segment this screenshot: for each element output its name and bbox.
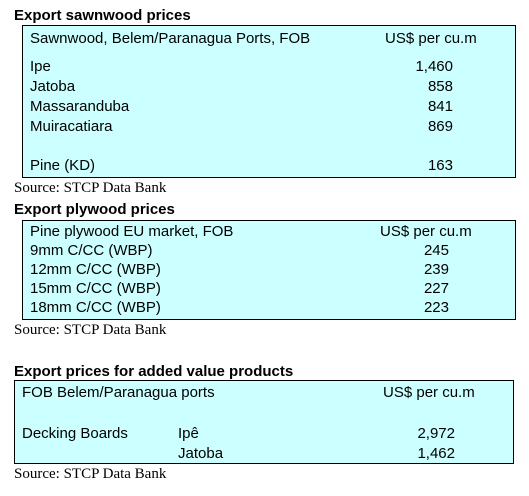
sawnwood-row-name: Jatoba xyxy=(30,78,76,95)
added-value-species: Jatoba xyxy=(178,445,224,462)
sawnwood-header-unit: US$ per cu.m xyxy=(385,30,477,47)
added-value-species: Ipê xyxy=(178,425,199,442)
plywood-title: Export plywood prices xyxy=(14,201,175,218)
plywood-row-name: 15mm C/CC (WBP) xyxy=(30,280,161,297)
added-value-value: 1,462 xyxy=(417,445,455,462)
sawnwood-source: Source: STCP Data Bank xyxy=(14,180,167,196)
sawnwood-row-value: 841 xyxy=(427,98,453,115)
added-value-table: FOB Belem/Paranagua ports US$ per cu.m D… xyxy=(14,380,514,464)
added-value-value: 2,972 xyxy=(417,425,455,442)
sawnwood-row-value: 163 xyxy=(427,157,453,174)
sawnwood-row-name: Muiracatiara xyxy=(30,118,113,135)
sawnwood-row-name: Pine (KD) xyxy=(30,157,96,174)
sawnwood-row-value: 1,460 xyxy=(415,58,453,75)
added-value-header-label: FOB Belem/Paranagua ports xyxy=(22,384,215,401)
plywood-row-value: 223 xyxy=(423,299,449,316)
sawnwood-row-name: Massaranduba xyxy=(30,98,130,115)
plywood-row-value: 245 xyxy=(423,242,449,259)
plywood-row-name: 12mm C/CC (WBP) xyxy=(30,261,161,278)
added-value-product: Decking Boards xyxy=(22,425,128,442)
added-value-header-unit: US$ per cu.m xyxy=(383,384,475,401)
plywood-header-unit: US$ per cu.m xyxy=(380,223,472,240)
sawnwood-row-value: 858 xyxy=(427,78,453,95)
plywood-row-value: 239 xyxy=(423,261,449,278)
added-value-title: Export prices for added value products xyxy=(14,363,294,380)
sawnwood-table: Sawnwood, Belem/Paranagua Ports, FOB US$… xyxy=(22,25,516,178)
sawnwood-row-value: 869 xyxy=(427,118,453,135)
plywood-row-name: 18mm C/CC (WBP) xyxy=(30,299,161,316)
added-value-source: Source: STCP Data Bank xyxy=(14,466,167,482)
plywood-row-name: 9mm C/CC (WBP) xyxy=(30,242,153,259)
sawnwood-row-name: Ipe xyxy=(30,58,51,75)
plywood-table: Pine plywood EU market, FOB US$ per cu.m… xyxy=(22,220,516,320)
plywood-row-value: 227 xyxy=(423,280,449,297)
plywood-header-label: Pine plywood EU market, FOB xyxy=(30,223,234,240)
plywood-source: Source: STCP Data Bank xyxy=(14,322,167,338)
sawnwood-header-label: Sawnwood, Belem/Paranagua Ports, FOB xyxy=(30,30,311,47)
sawnwood-title: Export sawnwood prices xyxy=(14,7,191,24)
